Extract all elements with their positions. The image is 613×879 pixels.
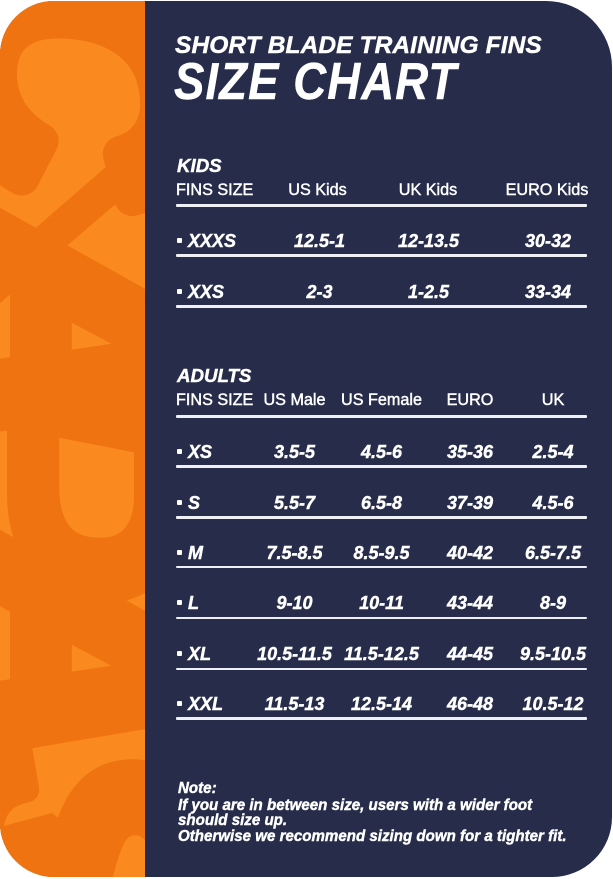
- svg-text:P: P: [0, 344, 145, 599]
- svg-text:A: A: [0, 522, 145, 771]
